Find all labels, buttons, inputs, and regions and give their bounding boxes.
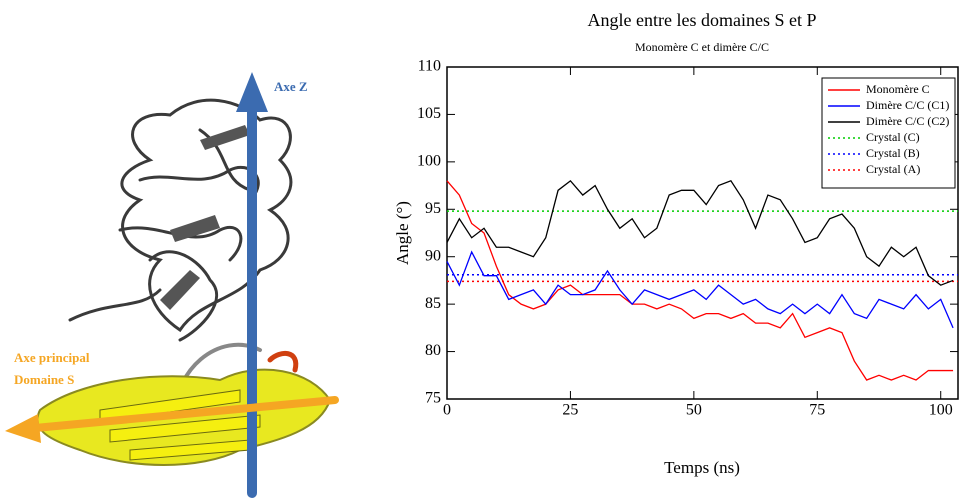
protein-illustration: Axe Z Axe principal Domaine S <box>5 72 339 498</box>
axis-main-label: Axe principal <box>14 350 90 365</box>
plot-frame <box>446 66 959 400</box>
axis-main-label: Domaine S <box>14 372 74 387</box>
y-axis-label: Angle (°) <box>393 201 412 265</box>
y-tick-label: 75 <box>425 390 441 407</box>
y-tick-label: 85 <box>425 295 441 312</box>
series-line <box>446 250 954 329</box>
legend-box <box>821 77 956 189</box>
y-tick-label: 90 <box>425 247 441 264</box>
legend-label: Crystal (C) <box>866 130 920 144</box>
series-line <box>446 179 954 286</box>
x-tick-label: 50 <box>686 402 702 419</box>
chart-title: Angle entre les domaines S et P <box>588 10 817 30</box>
x-tick-label: 75 <box>809 402 825 419</box>
y-tick-label: 110 <box>418 58 441 75</box>
series-line <box>446 180 954 381</box>
x-tick-label: 100 <box>929 402 953 419</box>
plot: 75 80 85 90 95 100 105 110 0 25 50 75 100 Monomère C D… <box>417 58 959 419</box>
x-axis-label: Temps (ns) <box>664 458 740 477</box>
y-tick-label: 95 <box>425 200 441 217</box>
legend-label: Monomère C <box>866 82 930 96</box>
y-tick-label: 105 <box>417 105 441 122</box>
legend-label: Crystal (B) <box>866 146 920 160</box>
legend-label: Crystal (A) <box>866 162 920 176</box>
axis-z-label: Axe Z <box>274 79 308 94</box>
chart-subtitle: Monomère C et dimère C/C <box>635 40 769 54</box>
y-tick-label: 100 <box>417 153 441 170</box>
legend-label: Dimère C/C (C2) <box>866 114 949 128</box>
x-tick-label: 25 <box>562 402 578 419</box>
y-tick-label: 80 <box>425 342 441 359</box>
x-tick-label: 0 <box>443 402 451 419</box>
legend-label: Dimère C/C (C1) <box>866 98 949 112</box>
